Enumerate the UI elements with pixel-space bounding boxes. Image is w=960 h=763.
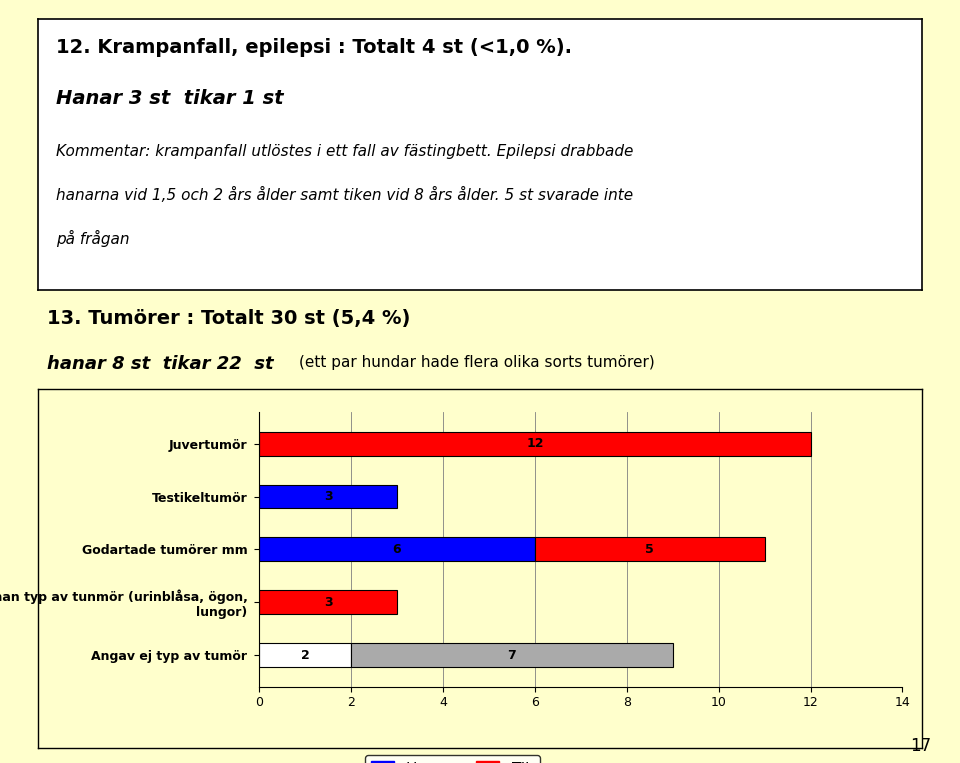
Text: 17: 17 [910,737,931,755]
Text: 7: 7 [508,649,516,662]
Text: 3: 3 [324,596,332,609]
Text: 12. Krampanfall, epilepsi : Totalt 4 st (<1,0 %).: 12. Krampanfall, epilepsi : Totalt 4 st … [56,38,572,57]
Text: på frågan: på frågan [56,230,130,247]
Text: 2: 2 [300,649,309,662]
Bar [259,485,397,508]
Text: Kommentar: krampanfall utlöstes i ett fall av fästingbett. Epilepsi drabbade: Kommentar: krampanfall utlöstes i ett fa… [56,143,634,159]
Text: 5: 5 [645,542,654,556]
Bar [259,591,397,614]
Text: Hanar 3 st  tikar 1 st: Hanar 3 st tikar 1 st [56,89,284,108]
Bar [259,643,351,667]
Bar [535,537,764,562]
Bar [259,432,810,456]
Text: 12: 12 [526,437,543,450]
Bar [351,643,673,667]
Text: 6: 6 [393,542,401,556]
Legend: Hane, Tik: Hane, Tik [365,755,540,763]
Text: 3: 3 [324,490,332,503]
Text: (ett par hundar hade flera olika sorts tumörer): (ett par hundar hade flera olika sorts t… [299,355,655,370]
Text: hanarna vid 1,5 och 2 års ålder samt tiken vid 8 års ålder. 5 st svarade inte: hanarna vid 1,5 och 2 års ålder samt tik… [56,187,634,203]
Text: hanar 8 st  tikar 22  st: hanar 8 st tikar 22 st [47,355,286,373]
Bar [259,537,535,562]
Text: 13. Tumörer : Totalt 30 st (5,4 %): 13. Tumörer : Totalt 30 st (5,4 %) [47,309,411,328]
